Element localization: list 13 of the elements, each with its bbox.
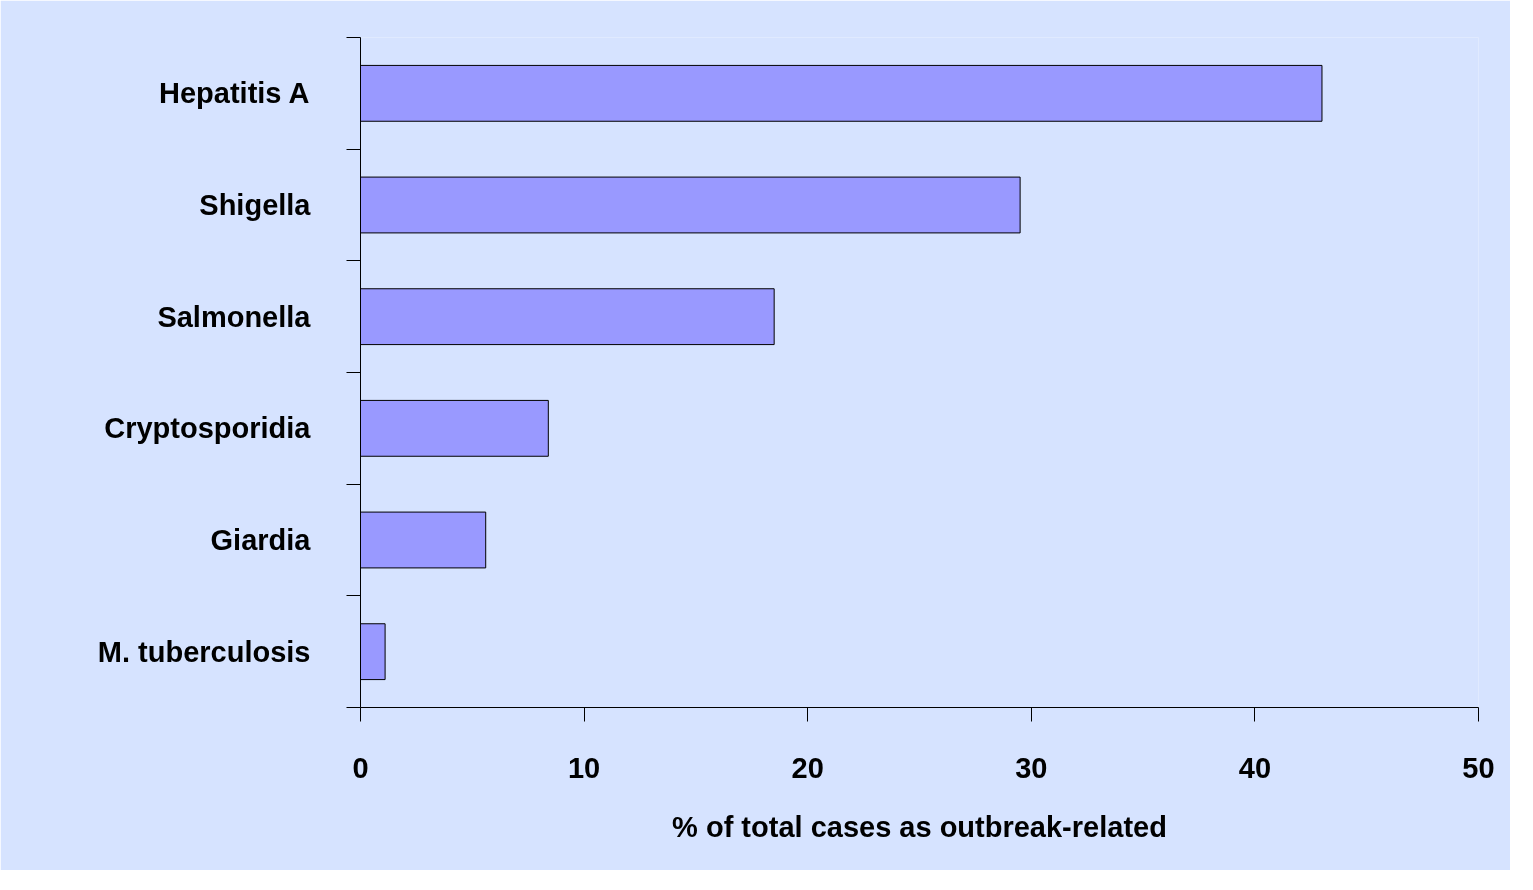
- x-tick-label: 40: [1238, 751, 1272, 784]
- y-tick-label: Hepatitis A: [159, 77, 310, 110]
- x-tick-label: 30: [1015, 751, 1048, 784]
- x-tick-label: 0: [352, 751, 369, 784]
- x-tick-label: 20: [791, 751, 824, 784]
- y-tick-label: Giardia: [210, 524, 312, 556]
- y-tick-label: Shigella: [199, 189, 312, 221]
- y-tick-label: Salmonella: [157, 300, 312, 333]
- x-axis-title: % of total cases as outbreak-related: [672, 810, 1167, 843]
- y-tick-label: M. tuberculosis: [97, 635, 311, 668]
- y-tick-label: Cryptosporidia: [104, 412, 312, 445]
- x-tick-label: 50: [1462, 751, 1495, 784]
- x-tick-label: 10: [567, 751, 601, 784]
